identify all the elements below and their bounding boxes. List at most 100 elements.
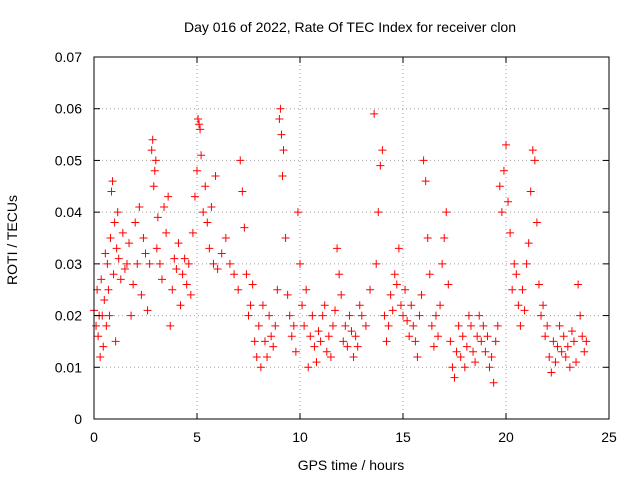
data-point [252,352,261,361]
data-point [351,332,360,341]
data-point [382,337,391,346]
data-point [460,363,469,372]
grid-lines [94,57,609,419]
data-point [322,347,331,356]
data-point [147,146,156,155]
data-point [96,352,105,361]
data-point [357,311,366,320]
data-point [450,373,459,382]
y-tick-label: 0.06 [55,101,82,117]
data-point [143,306,152,315]
data-point [403,316,412,325]
data-point [273,285,282,294]
x-tick-label: 5 [193,429,201,445]
data-point [475,311,484,320]
data-point [485,363,494,372]
data-point [326,352,335,361]
y-tick-label: 0.07 [55,49,82,65]
data-point [434,332,443,341]
data-point [281,234,290,242]
data-point [184,259,193,268]
data-point [541,332,550,341]
data-point [508,285,517,294]
data-point [547,368,556,377]
y-tick-label: 0.05 [55,152,82,168]
data-point [310,342,319,351]
data-point [279,146,288,155]
data-point [265,311,274,320]
data-point [380,311,389,320]
data-point [164,192,173,201]
data-point [190,192,199,201]
data-point [456,352,465,361]
data-point [148,135,157,144]
data-point [151,156,160,165]
data-point [539,301,548,310]
data-point [304,363,313,372]
x-tick-label: 25 [601,429,617,445]
data-point [446,337,455,346]
data-point [555,321,564,330]
y-tick-label: 0.04 [55,204,82,220]
data-point [300,321,309,330]
data-point [120,265,129,274]
data-point [289,321,298,330]
data-point [427,321,436,330]
data-point [543,321,552,330]
data-point [532,218,541,227]
data-point [370,109,379,118]
data-point [399,311,407,320]
data-point [302,285,311,294]
data-point [254,321,263,330]
data-point [248,280,257,289]
data-point [361,321,370,330]
data-point [392,280,401,289]
data-point [559,332,568,341]
data-point [312,358,321,367]
data-point [113,208,122,217]
x-tick-label: 10 [292,429,308,445]
data-point [246,301,255,310]
data-point [421,177,430,186]
data-point [497,208,506,217]
data-point [440,234,449,242]
data-point [152,244,161,253]
data-point [425,270,434,279]
data-point [283,290,292,299]
data-point [298,301,307,310]
data-point [291,347,300,356]
data-point [565,363,574,372]
data-point [236,156,245,165]
data-point [217,249,226,258]
data-point [436,301,445,310]
data-point [258,301,267,310]
data-point [524,239,533,248]
data-point [238,187,247,196]
data-point [168,285,177,294]
data-point [578,332,587,341]
data-point [125,239,134,248]
data-point [234,285,243,294]
data-point [551,358,560,367]
data-point [572,358,581,367]
y-tick-label: 0.03 [55,256,82,272]
data-point [194,115,203,124]
data-point [242,270,251,279]
data-point [372,259,381,268]
data-point [510,259,519,268]
data-point [574,280,583,289]
data-point [170,254,179,263]
data-point [111,337,120,346]
data-point [514,301,523,310]
data-point [106,234,115,242]
data-point [464,311,473,320]
data-point [153,213,162,222]
data-point [516,321,525,330]
data-point [99,342,108,351]
data-point [178,270,187,279]
data-point [244,311,253,320]
data-point [493,321,502,330]
data-point [534,280,543,289]
data-point [444,280,453,289]
